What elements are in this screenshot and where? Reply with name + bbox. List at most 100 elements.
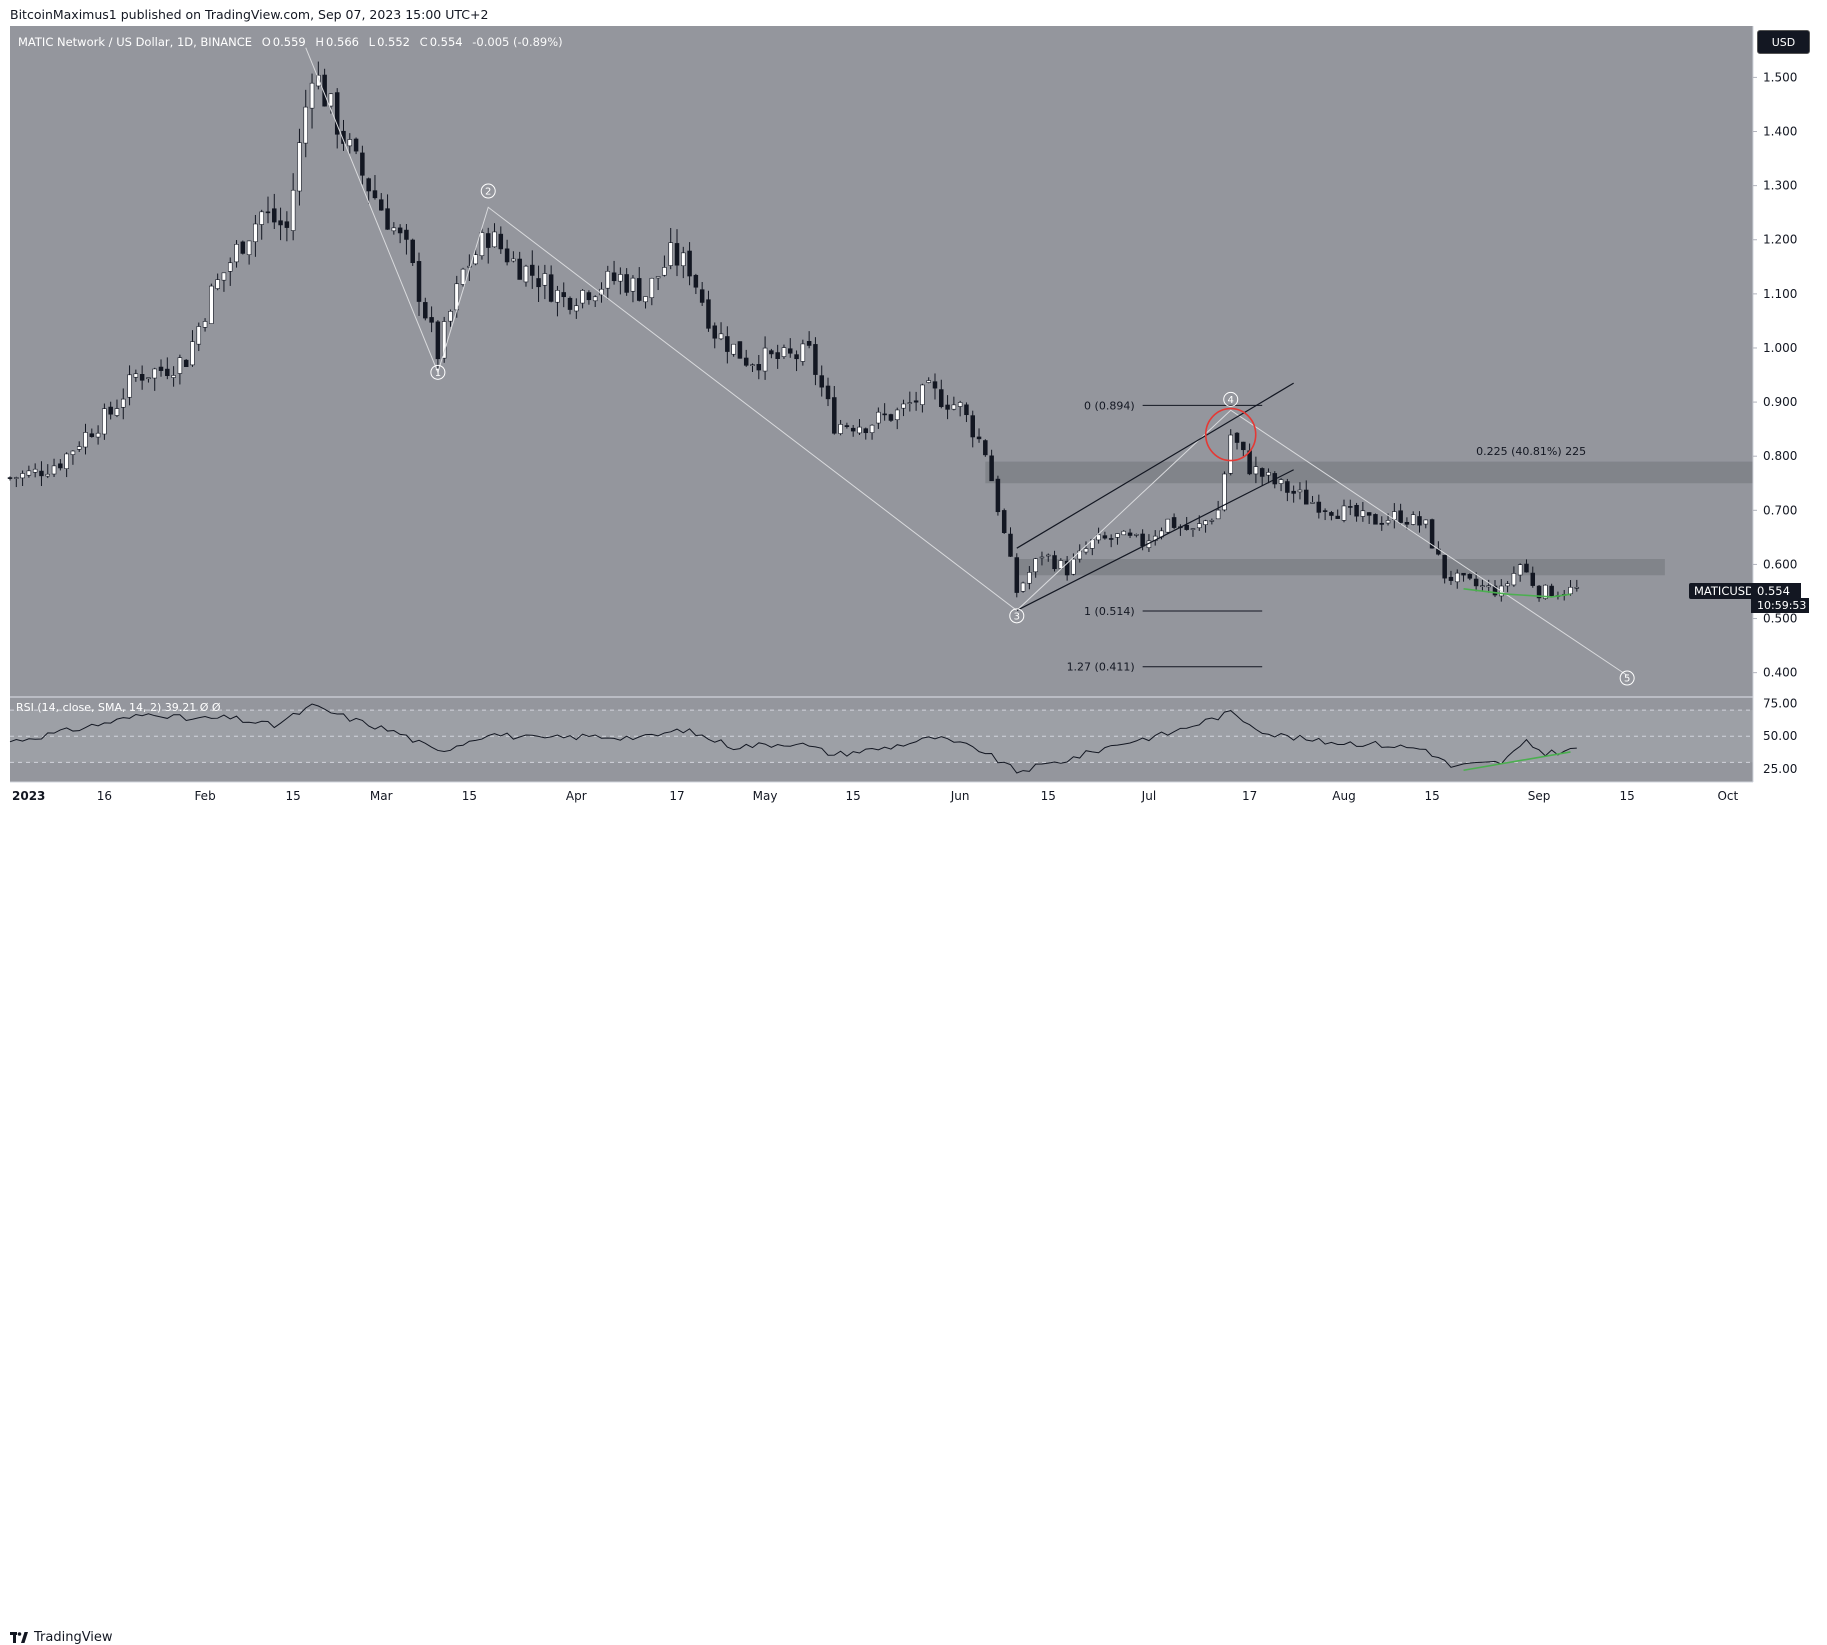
candle-down xyxy=(567,297,573,310)
candle-down xyxy=(945,404,950,410)
time-tick-label: 17 xyxy=(1242,789,1257,803)
candle-up xyxy=(1360,510,1366,517)
candle-down xyxy=(1102,535,1108,539)
channel-upper-line xyxy=(1016,382,1294,549)
candle-down xyxy=(1354,504,1359,517)
candle-down xyxy=(794,354,799,360)
candle-up xyxy=(133,373,139,378)
candle-down xyxy=(1184,524,1189,530)
candle-down xyxy=(712,325,718,339)
candle-up xyxy=(1134,534,1139,536)
candle-down xyxy=(334,92,340,135)
candle-up xyxy=(1165,518,1171,533)
candle-down xyxy=(970,415,975,438)
candle-up xyxy=(1310,502,1315,504)
candle-down xyxy=(1536,585,1542,599)
chart-svg[interactable]: 0 (0.894) 1 (0.514) 1.27 (0.411) 0.225 (40.… xyxy=(0,0,1827,840)
candle-up xyxy=(542,273,548,286)
currency-button[interactable]: USD xyxy=(1757,30,1810,54)
price-tick-label: 1.200 xyxy=(1763,233,1797,247)
candle-down xyxy=(1329,512,1334,516)
candle-down xyxy=(379,199,384,211)
last-price-tag: 0.554 xyxy=(1751,583,1801,599)
axis-layer: 1.500 1.400 1.300 1.200 1.100 1.000 0.900 0.800… xyxy=(10,26,1817,812)
candle-up xyxy=(1071,558,1076,575)
ticker-tag: MATICUSD xyxy=(1689,583,1759,599)
price-tick-label: 0.800 xyxy=(1763,449,1797,463)
candle-down xyxy=(699,289,705,303)
candle-up xyxy=(152,368,157,379)
candle-up xyxy=(1096,534,1101,541)
candle-up xyxy=(1511,573,1517,586)
candle-down xyxy=(743,357,749,366)
time-tick-label: Mar xyxy=(370,789,393,803)
candle-up xyxy=(1574,586,1580,589)
candle-up xyxy=(1297,489,1303,493)
candle-down xyxy=(108,406,113,415)
candle-up xyxy=(1045,554,1051,557)
candle-down xyxy=(517,258,522,280)
price-tick-label: 1.300 xyxy=(1763,179,1797,193)
candle-down xyxy=(1492,585,1498,596)
candle-down xyxy=(1398,510,1403,523)
candle-down xyxy=(1442,554,1447,579)
candle-down xyxy=(435,321,441,360)
candle-up xyxy=(114,408,120,416)
tradingview-logo[interactable]: TradingView xyxy=(10,1630,113,1645)
candle-up xyxy=(1505,583,1510,587)
candle-down xyxy=(1108,538,1114,540)
time-tick-label: 15 xyxy=(1424,789,1439,803)
candle-up xyxy=(64,453,69,469)
candle-down xyxy=(1285,481,1290,493)
candle-down xyxy=(850,427,856,432)
candle-down xyxy=(1448,576,1454,581)
time-tick-label: Aug xyxy=(1332,789,1355,803)
candle-down xyxy=(775,352,780,359)
candle-up xyxy=(1480,585,1485,587)
candle-down xyxy=(611,272,617,282)
candle-up xyxy=(171,375,176,378)
candle-down xyxy=(372,190,378,199)
time-tick-label: May xyxy=(753,789,778,803)
wave-label: 1 xyxy=(435,368,441,379)
candle-down xyxy=(636,278,642,301)
candle-down xyxy=(1234,432,1240,443)
candle-down xyxy=(819,375,824,388)
candle-up xyxy=(1278,479,1284,484)
price-tick-label: 1.000 xyxy=(1763,341,1797,355)
candle-up xyxy=(70,450,76,455)
candle-up xyxy=(259,211,264,225)
price-tick-label: 1.500 xyxy=(1763,70,1797,84)
candle-up xyxy=(731,343,736,355)
candle-up xyxy=(1385,520,1391,524)
candle-up xyxy=(448,311,453,322)
candle-down xyxy=(939,389,944,407)
candle-down xyxy=(624,274,629,293)
candle-down xyxy=(504,248,510,263)
candle-down xyxy=(1379,522,1384,525)
candle-up xyxy=(45,473,51,477)
candle-down xyxy=(265,211,271,214)
candle-down xyxy=(416,261,422,302)
price-tick-label: 1.100 xyxy=(1763,287,1797,301)
countdown-tag: 10:59:53 xyxy=(1751,598,1809,613)
candle-up xyxy=(309,82,315,109)
candle-down xyxy=(158,366,164,371)
candle-up xyxy=(592,296,598,302)
candle-down xyxy=(1366,512,1372,516)
candles-layer xyxy=(7,61,1580,602)
candle-down xyxy=(272,208,277,223)
price-tick-label: 0.600 xyxy=(1763,557,1797,571)
candle-down xyxy=(1429,519,1435,549)
candle-down xyxy=(1373,514,1378,525)
candle-down xyxy=(1140,533,1145,547)
rsi-tick-label: 75.00 xyxy=(1763,697,1797,711)
candle-down xyxy=(1247,450,1252,475)
candle-up xyxy=(95,432,101,438)
candle-down xyxy=(530,264,535,276)
annotations-layer: 0 (0.894) 1 (0.514) 1.27 (0.411) 0.225 (40.… xyxy=(305,47,1635,686)
candle-down xyxy=(278,220,283,226)
candle-up xyxy=(196,326,202,345)
candle-up xyxy=(441,321,447,359)
candle-up xyxy=(102,408,107,435)
